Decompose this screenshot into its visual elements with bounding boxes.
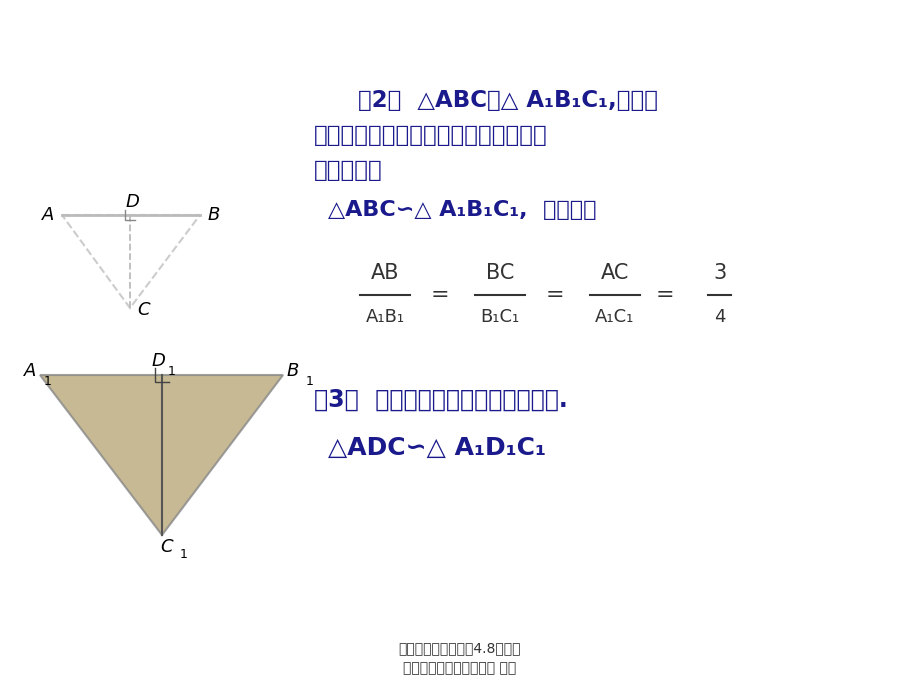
Text: A: A <box>24 362 36 380</box>
Text: C: C <box>138 301 150 319</box>
Text: 3: 3 <box>712 263 726 283</box>
Text: B₁C₁: B₁C₁ <box>480 308 519 326</box>
Text: 》最新》八年级数学4.8相似多: 》最新》八年级数学4.8相似多 <box>398 641 521 655</box>
Text: 1: 1 <box>180 549 187 562</box>
Text: B: B <box>287 362 299 380</box>
Text: C: C <box>161 538 173 556</box>
Text: =: = <box>430 285 448 305</box>
Text: △ADC∽△ A₁D₁C₁: △ADC∽△ A₁D₁C₁ <box>328 436 545 460</box>
Text: 边形的性质课件北师大版 课件: 边形的性质课件北师大版 课件 <box>403 661 516 675</box>
Text: AB: AB <box>370 263 399 283</box>
Text: 1: 1 <box>168 364 176 377</box>
Text: 的相似比。: 的相似比。 <box>313 158 382 182</box>
Text: AC: AC <box>600 263 629 283</box>
Text: BC: BC <box>485 263 514 283</box>
Text: A₁C₁: A₁C₁ <box>595 308 634 326</box>
Text: =: = <box>545 285 563 305</box>
Text: A₁B₁: A₁B₁ <box>365 308 404 326</box>
Text: 1: 1 <box>306 375 313 388</box>
Text: A: A <box>41 206 54 224</box>
Text: （3）  在图中再找出一对相似三角形.: （3） 在图中再找出一对相似三角形. <box>313 388 567 412</box>
Text: 1: 1 <box>44 375 51 388</box>
Text: 4: 4 <box>713 308 725 326</box>
Text: =: = <box>655 285 674 305</box>
Polygon shape <box>40 375 283 535</box>
Text: （2）  △ABC与△ A₁B₁C₁,相似吗: （2） △ABC与△ A₁B₁C₁,相似吗 <box>357 88 657 111</box>
Text: ？如果相似，请说明理由，并指出它们: ？如果相似，请说明理由，并指出它们 <box>313 124 547 146</box>
Text: B: B <box>208 206 220 224</box>
Text: △ABC∽△ A₁B₁C₁,  理由是：: △ABC∽△ A₁B₁C₁, 理由是： <box>328 200 596 220</box>
Text: D: D <box>151 352 165 370</box>
Text: D: D <box>125 193 139 211</box>
